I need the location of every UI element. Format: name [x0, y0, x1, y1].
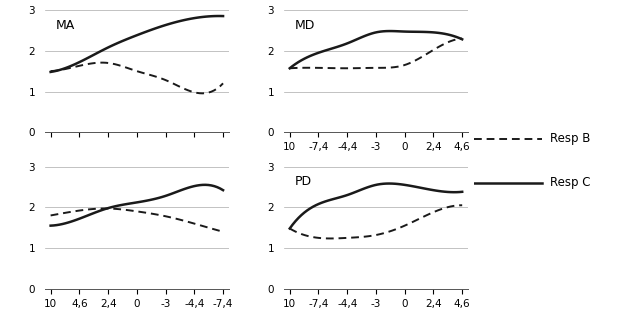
Text: Resp B: Resp B — [550, 132, 590, 145]
Text: MA: MA — [56, 19, 75, 32]
Text: MD: MD — [295, 19, 315, 32]
Text: PD: PD — [295, 175, 312, 188]
Text: Resp C: Resp C — [550, 176, 590, 189]
